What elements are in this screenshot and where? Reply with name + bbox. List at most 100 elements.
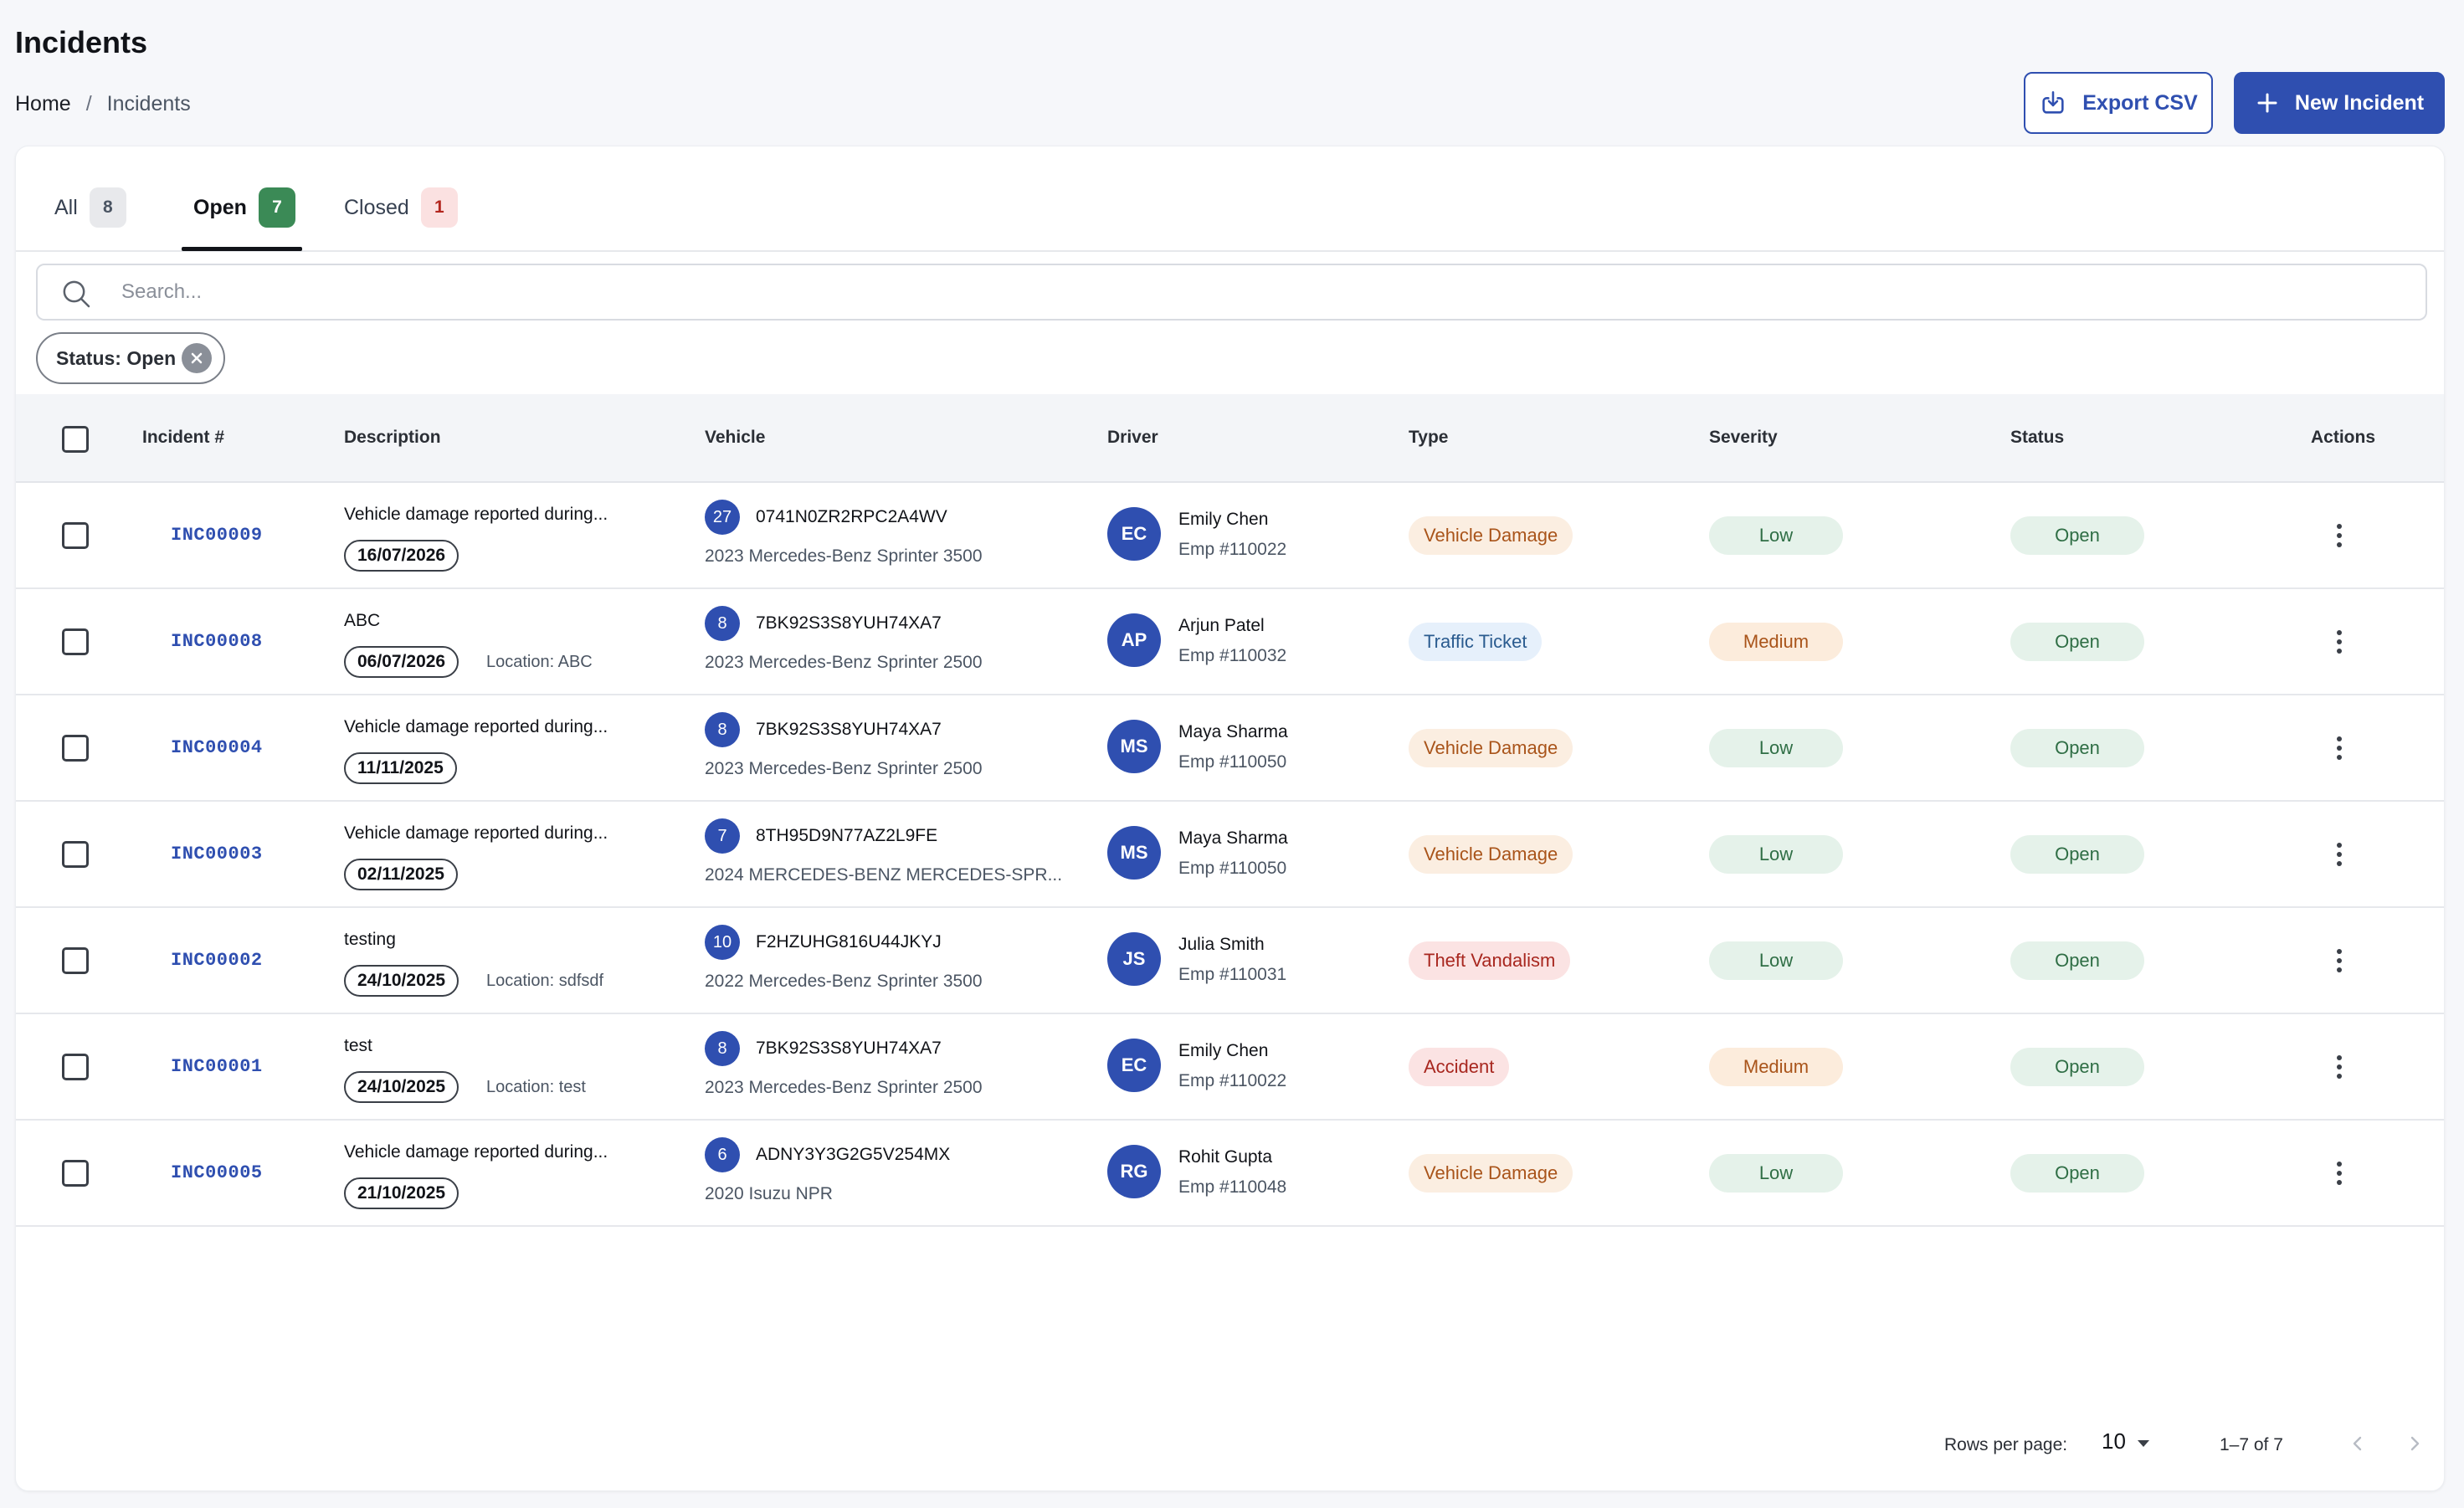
incident-id-link[interactable]: INC00001 [171, 1056, 263, 1077]
status-badge: Open [2010, 729, 2144, 767]
pagination-range: 1–7 of 7 [2220, 1435, 2283, 1454]
table-row[interactable]: INC00003 Vehicle damage reported during..… [16, 802, 2444, 908]
driver-employee-id: Emp #110050 [1178, 859, 1287, 878]
incident-description: testing [344, 930, 396, 949]
row-checkbox[interactable] [62, 1054, 89, 1080]
close-circle-icon[interactable] [182, 343, 212, 373]
type-badge: Traffic Ticket [1409, 623, 1543, 661]
page-title: Incidents [15, 25, 148, 59]
caret-down-icon [2136, 1428, 2151, 1454]
vehicle-model: 2020 Isuzu NPR [705, 1184, 833, 1203]
header-incident[interactable]: Incident # [142, 428, 225, 447]
driver-name: Julia Smith [1178, 935, 1265, 954]
driver-name: Rohit Gupta [1178, 1147, 1273, 1167]
tab-open[interactable]: Open 7 [193, 187, 295, 228]
driver-avatar: RG [1107, 1145, 1161, 1198]
driver-avatar: MS [1107, 720, 1161, 773]
tab-closed[interactable]: Closed 1 [344, 187, 458, 228]
table-header: Incident # Description Vehicle Driver Ty… [16, 394, 2444, 483]
export-csv-label: Export CSV [2082, 90, 2198, 115]
search-input[interactable] [121, 274, 2381, 310]
incident-id-link[interactable]: INC00008 [171, 631, 263, 652]
type-badge: Vehicle Damage [1409, 835, 1573, 874]
vehicle-vin: 0741N0ZR2RPC2A4WV [756, 507, 947, 526]
row-checkbox[interactable] [62, 628, 89, 655]
incident-id-link[interactable]: INC00002 [171, 950, 263, 971]
incident-id-link[interactable]: INC00005 [171, 1162, 263, 1183]
header-status[interactable]: Status [2010, 428, 2065, 447]
incident-date: 24/10/2025 [344, 1071, 459, 1103]
header-vehicle[interactable]: Vehicle [705, 428, 766, 447]
more-vertical-icon[interactable] [2331, 839, 2348, 869]
incident-id-link[interactable]: INC00004 [171, 737, 263, 758]
export-csv-button[interactable]: Export CSV [2024, 72, 2213, 134]
driver-employee-id: Emp #110031 [1178, 965, 1287, 984]
more-vertical-icon[interactable] [2331, 946, 2348, 976]
chevron-right-icon[interactable] [2398, 1427, 2431, 1460]
incident-id-link[interactable]: INC00009 [171, 525, 263, 546]
header-description[interactable]: Description [344, 428, 441, 447]
incident-description: Vehicle damage reported during... [344, 717, 608, 736]
driver-employee-id: Emp #110032 [1178, 646, 1287, 665]
vehicle-vin: 7BK92S3S8YUH74XA7 [756, 720, 942, 739]
severity-badge: Low [1709, 941, 1843, 980]
driver-employee-id: Emp #110050 [1178, 752, 1287, 772]
table-row[interactable]: INC00004 Vehicle damage reported during..… [16, 695, 2444, 802]
driver-employee-id: Emp #110022 [1178, 1071, 1287, 1090]
incident-location: Location: test [486, 1078, 586, 1096]
search-icon [59, 277, 93, 315]
driver-name: Maya Sharma [1178, 722, 1288, 741]
row-checkbox[interactable] [62, 1160, 89, 1187]
driver-avatar: EC [1107, 1039, 1161, 1092]
driver-name: Emily Chen [1178, 510, 1269, 529]
status-badge: Open [2010, 516, 2144, 555]
more-vertical-icon[interactable] [2331, 733, 2348, 763]
new-incident-label: New Incident [2294, 90, 2425, 115]
row-checkbox[interactable] [62, 947, 89, 974]
more-vertical-icon[interactable] [2331, 1158, 2348, 1188]
tab-all[interactable]: All 8 [54, 187, 126, 228]
table-row[interactable]: INC00008 ABC 06/07/2026 Location: ABC 8 7BK92… [16, 589, 2444, 695]
type-badge: Vehicle Damage [1409, 516, 1573, 555]
incident-id-link[interactable]: INC00003 [171, 844, 263, 864]
chevron-left-icon[interactable] [2341, 1427, 2374, 1460]
table-row[interactable]: INC00009 Vehicle damage reported during..… [16, 483, 2444, 589]
vehicle-vin: F2HZUHG816U44JKYJ [756, 932, 942, 951]
incident-date: 16/07/2026 [344, 540, 459, 572]
row-checkbox[interactable] [62, 522, 89, 549]
vehicle-model: 2022 Mercedes-Benz Sprinter 3500 [705, 972, 983, 991]
select-all-checkbox[interactable] [62, 426, 89, 453]
header-severity[interactable]: Severity [1709, 428, 1778, 447]
vehicle-number-badge: 10 [705, 925, 740, 960]
download-icon [2039, 89, 2067, 117]
new-incident-button[interactable]: New Incident [2234, 72, 2445, 134]
breadcrumb-home[interactable]: Home [15, 92, 71, 115]
tab-closed-label: Closed [344, 195, 409, 219]
incident-date: 21/10/2025 [344, 1177, 459, 1209]
incident-description: Vehicle damage reported during... [344, 1142, 608, 1162]
row-checkbox[interactable] [62, 735, 89, 762]
driver-employee-id: Emp #110022 [1178, 540, 1287, 559]
tab-closed-count: 1 [420, 187, 458, 228]
table-row[interactable]: INC00001 test 24/10/2025 Location: test 8 7BK… [16, 1014, 2444, 1121]
status-filter-chip[interactable]: Status: Open [36, 332, 225, 384]
vehicle-model: 2023 Mercedes-Benz Sprinter 2500 [705, 653, 983, 672]
severity-badge: Medium [1709, 623, 1843, 661]
more-vertical-icon[interactable] [2331, 1052, 2348, 1082]
more-vertical-icon[interactable] [2331, 627, 2348, 657]
table-row[interactable]: INC00005 Vehicle damage reported during..… [16, 1121, 2444, 1227]
severity-badge: Low [1709, 1154, 1843, 1193]
header-driver[interactable]: Driver [1107, 428, 1158, 447]
table-row[interactable]: INC00002 testing 24/10/2025 Location: sdfsd… [16, 908, 2444, 1014]
status-badge: Open [2010, 1048, 2144, 1086]
incident-description: Vehicle damage reported during... [344, 823, 608, 843]
rows-per-page-select[interactable]: 10 [2102, 1428, 2151, 1454]
incident-date: 11/11/2025 [344, 752, 457, 784]
rows-per-page-value: 10 [2102, 1428, 2126, 1454]
row-checkbox[interactable] [62, 841, 89, 868]
header-type[interactable]: Type [1409, 428, 1449, 447]
more-vertical-icon[interactable] [2331, 521, 2348, 551]
tab-open-label: Open [193, 195, 247, 219]
incident-description: test [344, 1036, 372, 1055]
status-badge: Open [2010, 835, 2144, 874]
